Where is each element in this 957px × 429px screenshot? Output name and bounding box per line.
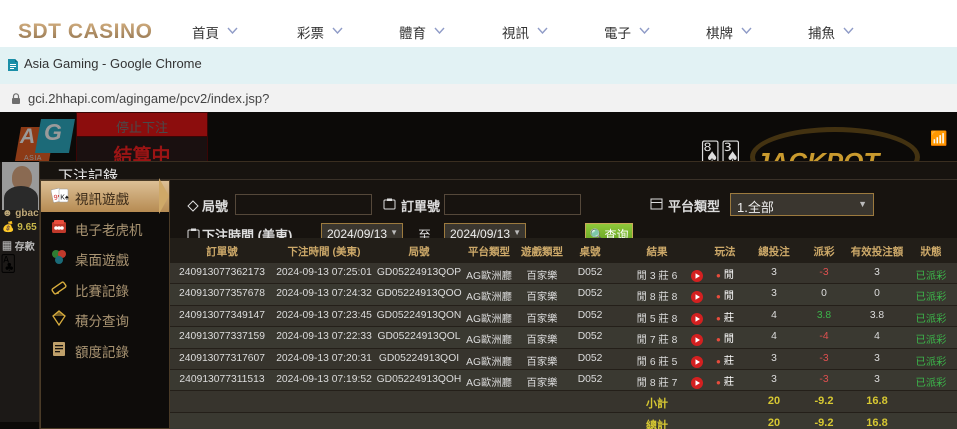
svg-text:K♠: K♠ xyxy=(60,195,69,202)
